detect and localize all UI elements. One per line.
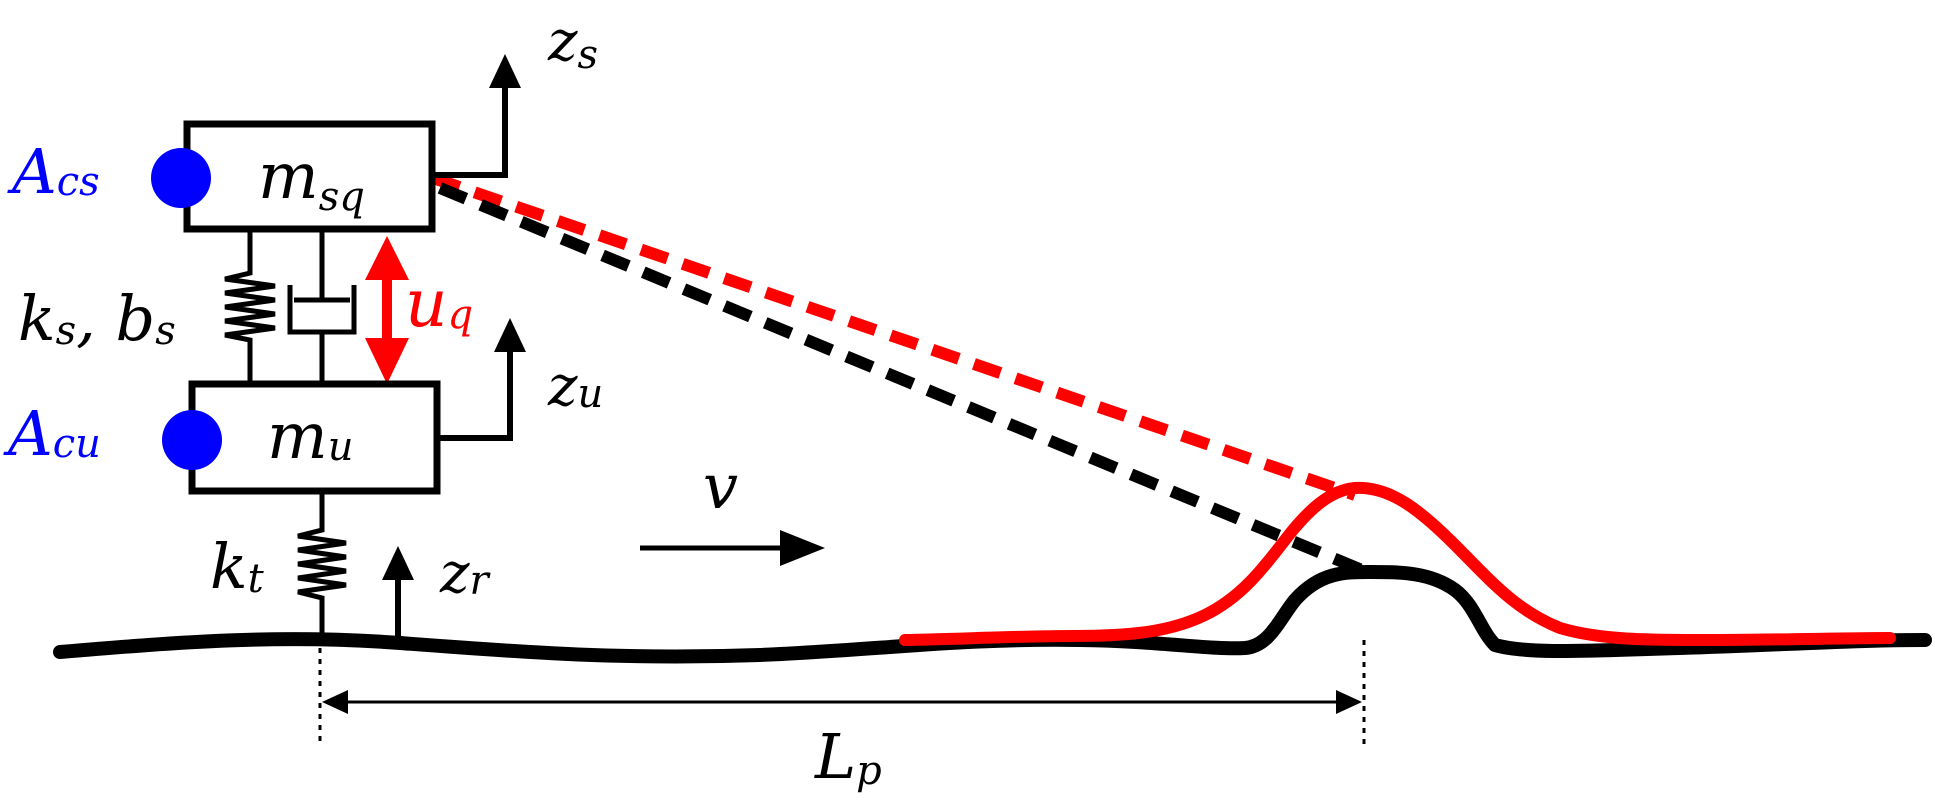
velocity-arrowhead-icon — [780, 530, 825, 566]
zs-arrow — [432, 80, 508, 178]
kt-label: kt — [210, 530, 265, 603]
lp-label: Lp — [814, 720, 882, 794]
actuator-label: uq — [405, 265, 473, 342]
zs-arrowhead-icon — [489, 54, 521, 88]
sprung-accelerometer-label: Acs — [7, 135, 100, 208]
tire-spring-icon — [297, 491, 347, 640]
zr-arrowhead-icon — [382, 546, 414, 580]
zu-arrow — [437, 345, 513, 441]
suspension-spring-icon — [224, 229, 276, 384]
preview-line-black — [437, 182, 1365, 576]
sprung-accelerometer-icon — [151, 148, 211, 208]
unsprung-accelerometer-label: Acu — [3, 397, 101, 470]
unsprung-mass-label: mu — [267, 400, 353, 474]
lp-left-arrowhead-icon — [322, 690, 348, 714]
lp-right-arrowhead-icon — [1336, 690, 1362, 714]
unsprung-accelerometer-icon — [162, 410, 222, 470]
zu-label: zu — [547, 354, 603, 419]
sprung-mass-label: msq — [258, 140, 365, 220]
unsprung-mass-box — [188, 380, 441, 495]
road-profile — [53, 565, 1932, 664]
ks-bs-label: ks, bs — [18, 282, 176, 355]
actuator-arrow-icon — [365, 236, 409, 384]
velocity-label: v — [703, 450, 738, 523]
zu-arrowhead-icon — [494, 318, 526, 352]
zr-label: zr — [439, 541, 492, 606]
zs-label: zs — [547, 9, 598, 78]
suspension-damper-icon — [287, 229, 357, 384]
preview-road-profile — [899, 481, 1896, 646]
preview-line-red — [431, 172, 1357, 501]
